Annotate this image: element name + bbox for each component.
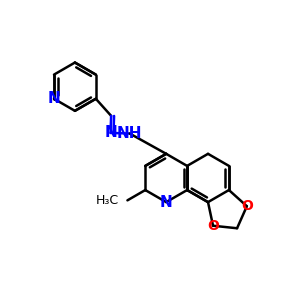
Text: O: O xyxy=(241,199,253,213)
Text: N: N xyxy=(160,195,172,210)
Text: N: N xyxy=(104,125,117,140)
Text: O: O xyxy=(207,219,219,233)
Text: H₃C: H₃C xyxy=(96,194,119,207)
Text: N: N xyxy=(48,91,60,106)
Text: NH: NH xyxy=(117,126,142,141)
